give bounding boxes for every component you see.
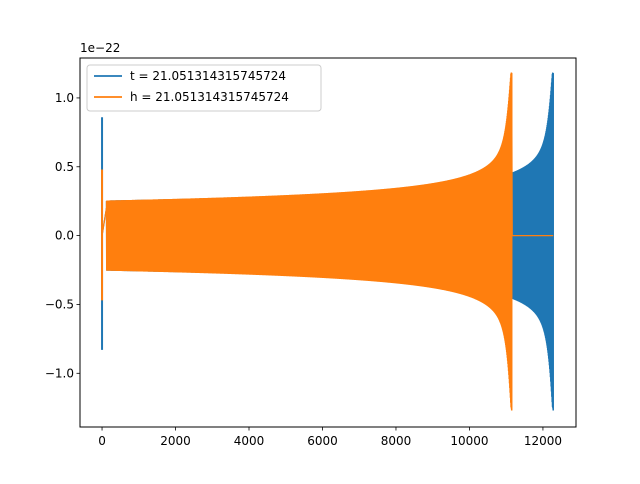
y-tick-label: −1.0	[45, 366, 74, 380]
spike-connector	[101, 207, 108, 236]
y-tick-label: 0.5	[55, 160, 74, 174]
y-offset-label: 1e−22	[80, 41, 120, 55]
y-tick-label: 1.0	[55, 91, 74, 105]
x-tick-label: 12000	[524, 434, 562, 448]
x-axis: 0 2000 4000 6000 8000 10000 12000	[98, 427, 562, 448]
series-path	[105, 72, 554, 411]
legend-box	[86, 64, 322, 112]
x-tick-label: 4000	[234, 434, 265, 448]
x-tick-label: 6000	[307, 434, 338, 448]
legend: t = 21.051314315745724 h = 21.0513143157…	[86, 64, 322, 112]
axes-frame	[79, 57, 577, 428]
legend-label-h: h = 21.051314315745724	[130, 90, 289, 104]
plot-area	[101, 72, 554, 411]
y-tick-label: −0.5	[45, 297, 74, 311]
x-tick-label: 10000	[450, 434, 488, 448]
x-tick-label: 2000	[160, 434, 191, 448]
y-tick-label: 0.0	[55, 229, 74, 243]
x-tick-label: 0	[98, 434, 106, 448]
series-line-h	[101, 72, 554, 411]
y-axis: −1.0 −0.5 0.0 0.5 1.0	[45, 91, 80, 380]
x-tick-label: 8000	[381, 434, 412, 448]
legend-label-t: t = 21.051314315745724	[130, 69, 286, 83]
